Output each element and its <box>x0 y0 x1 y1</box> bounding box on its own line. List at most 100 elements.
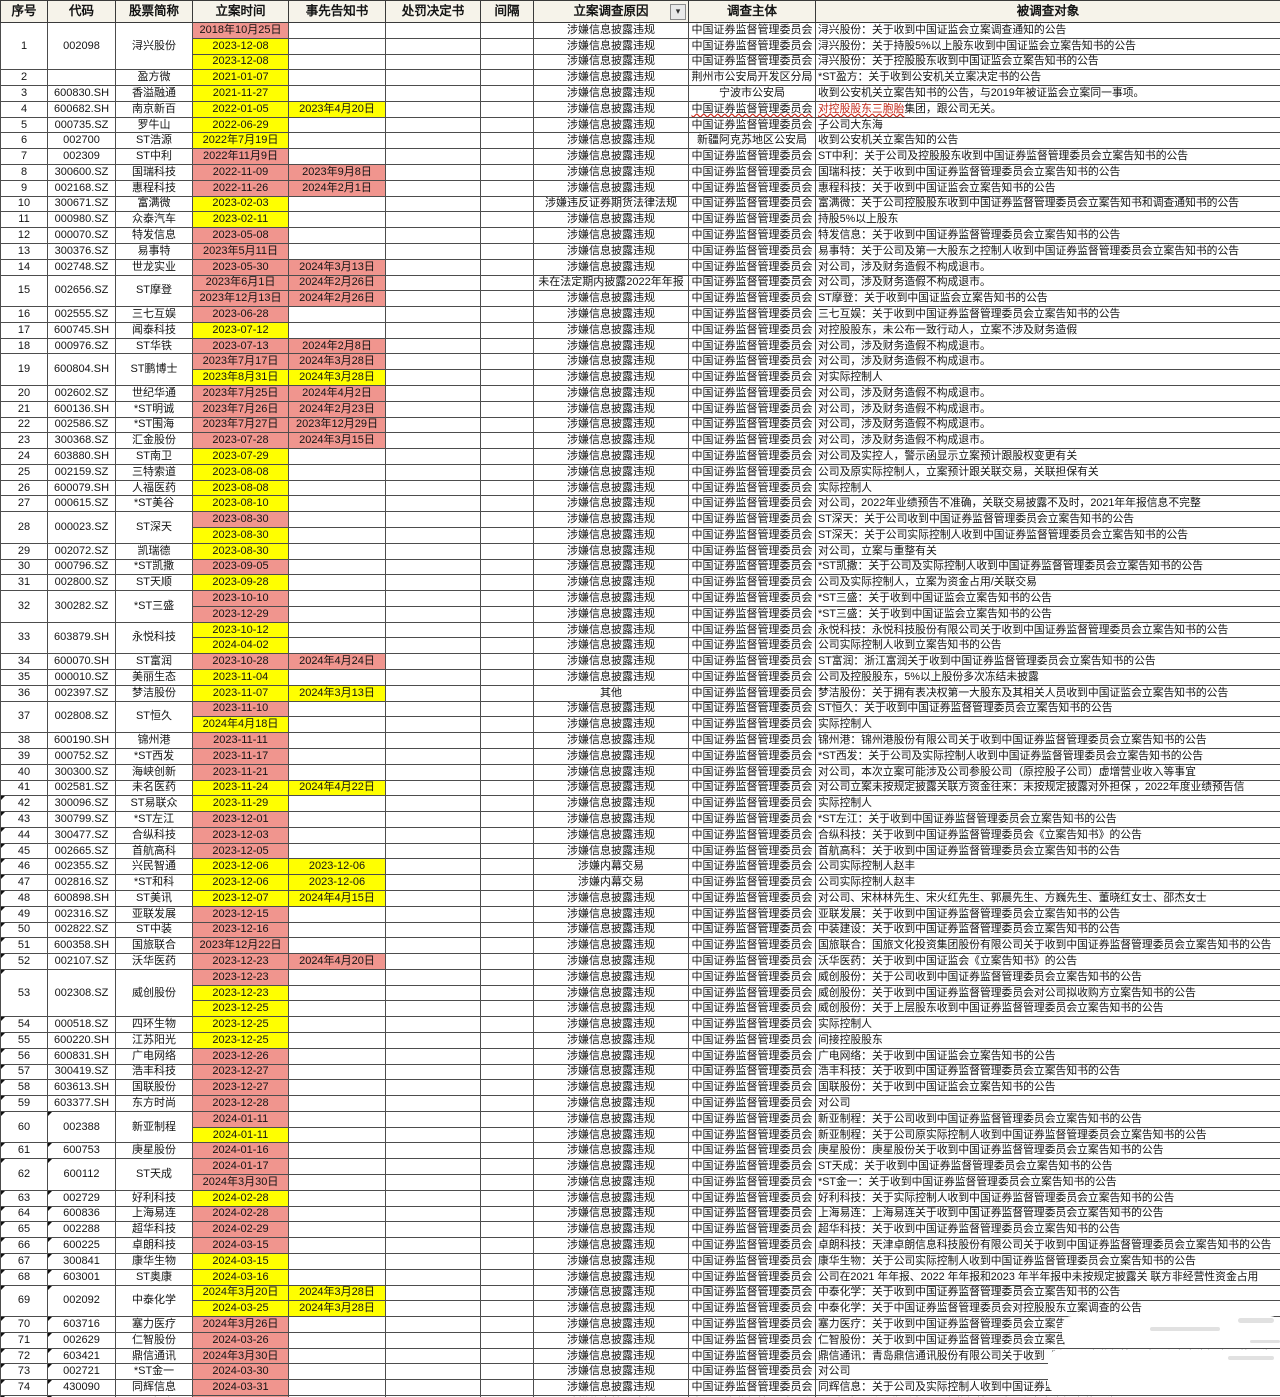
cell-investigated-subject[interactable]: 持股5%以上股东 <box>815 211 1280 229</box>
cell-investigation-reason[interactable]: 涉嫌信息披露违规 <box>533 921 689 939</box>
cell-interval[interactable] <box>480 337 534 355</box>
cell-investigation-reason[interactable]: 涉嫌信息披露违规 <box>533 1347 689 1365</box>
cell-interval[interactable] <box>480 369 534 386</box>
cell-penalty-decision[interactable] <box>385 1205 481 1223</box>
cell-row-number[interactable]: 18 <box>0 337 48 355</box>
cell-stock-code[interactable]: 600898.SH <box>47 889 116 907</box>
cell-row-number[interactable]: 40 <box>0 763 48 781</box>
cell-stock-name[interactable]: 罗牛山 <box>115 116 193 134</box>
cell-row-number[interactable]: 53 <box>0 968 48 1018</box>
cell-interval[interactable] <box>480 1063 534 1081</box>
cell-investigation-reason[interactable]: 涉嫌信息披露违规 <box>533 1252 689 1270</box>
cell-prior-notice-date[interactable] <box>288 621 386 639</box>
cell-interval[interactable] <box>480 448 534 465</box>
cell-investigating-agency[interactable]: 中国证券监督管理委员会 <box>688 306 816 323</box>
cell-penalty-decision[interactable] <box>385 306 481 323</box>
cell-investigated-subject[interactable]: 对公司，涉及财务造假不构成退市。 <box>815 384 1280 402</box>
cell-investigated-subject[interactable]: 子公司大东海 <box>815 116 1280 134</box>
cell-interval[interactable] <box>480 432 534 450</box>
cell-interval[interactable] <box>480 306 534 323</box>
cell-penalty-decision[interactable] <box>385 590 481 607</box>
cell-filing-date[interactable]: 2023-10-10 <box>192 590 289 607</box>
cell-row-number[interactable]: 23 <box>0 432 48 450</box>
cell-filing-date[interactable]: 2023-11-21 <box>192 763 289 781</box>
cell-prior-notice-date[interactable]: 2024年3月28日 <box>288 369 386 386</box>
cell-penalty-decision[interactable] <box>385 684 481 702</box>
cell-interval[interactable] <box>480 779 534 797</box>
cell-stock-code[interactable]: 002586.SZ <box>47 416 116 434</box>
cell-row-number[interactable]: 51 <box>0 937 48 955</box>
cell-prior-notice-date[interactable] <box>288 1174 386 1191</box>
cell-row-number[interactable]: 56 <box>0 1047 48 1065</box>
cell-investigated-subject[interactable]: 威创股份：关于收到中国证券监督管理委员会对公司拟收购方立案告知书的公告 <box>815 984 1280 1002</box>
cell-interval[interactable] <box>480 527 534 544</box>
cell-penalty-decision[interactable] <box>385 448 481 465</box>
cell-penalty-decision[interactable] <box>385 1126 481 1144</box>
cell-investigated-subject[interactable]: 对公司，涉及财务造假不构成退市。 <box>815 337 1280 355</box>
cell-filing-date[interactable]: 2023年6月1日 <box>192 274 289 292</box>
cell-stock-code[interactable]: 002581.SZ <box>47 779 116 797</box>
cell-interval[interactable] <box>480 227 534 244</box>
cell-investigated-subject[interactable]: 新亚制程：关于公司原实际控制人收到中国证券监督管理委员会立案告知书的公告 <box>815 1126 1280 1144</box>
cell-stock-name[interactable]: ST鹏博士 <box>115 353 193 386</box>
cell-stock-name[interactable]: 超华科技 <box>115 1221 193 1239</box>
cell-investigated-subject[interactable]: 易事特：关于公司及第一大股东之控制人收到中国证券监督管理委员会立案告知书的公告 <box>815 242 1280 260</box>
cell-interval[interactable] <box>480 1000 534 1018</box>
cell-stock-name[interactable]: 沃华医药 <box>115 953 193 970</box>
cell-stock-code[interactable]: 600831.SH <box>47 1047 116 1065</box>
cell-stock-code[interactable]: 603001 <box>47 1268 116 1286</box>
cell-stock-code[interactable]: 600190.SH <box>47 732 116 749</box>
cell-stock-code[interactable]: 300376.SZ <box>47 242 116 260</box>
cell-investigating-agency[interactable]: 中国证券监督管理委员会 <box>688 53 816 71</box>
cell-penalty-decision[interactable] <box>385 858 481 876</box>
cell-investigating-agency[interactable]: 中国证券监督管理委员会 <box>688 1221 816 1239</box>
cell-prior-notice-date[interactable] <box>288 542 386 560</box>
cell-prior-notice-date[interactable] <box>288 1347 386 1365</box>
cell-stock-code[interactable]: 603421 <box>47 1347 116 1365</box>
cell-stock-code[interactable]: 002808.SZ <box>47 700 116 734</box>
cell-prior-notice-date[interactable] <box>288 321 386 339</box>
cell-row-number[interactable]: 11 <box>0 211 48 229</box>
cell-penalty-decision[interactable] <box>385 716 481 734</box>
cell-investigation-reason[interactable]: 涉嫌信息披露违规 <box>533 558 689 576</box>
cell-investigation-reason[interactable]: 涉嫌信息披露违规 <box>533 937 689 955</box>
cell-stock-name[interactable]: ST中装 <box>115 921 193 939</box>
cell-stock-code[interactable]: 000070.SZ <box>47 227 116 244</box>
cell-interval[interactable] <box>480 1142 534 1160</box>
cell-investigation-reason[interactable]: 涉嫌信息披露违规 <box>533 605 689 623</box>
cell-penalty-decision[interactable] <box>385 337 481 355</box>
cell-prior-notice-date[interactable] <box>288 1158 386 1176</box>
cell-filing-date[interactable]: 2023年7月26日 <box>192 400 289 418</box>
cell-penalty-decision[interactable] <box>385 1047 481 1065</box>
cell-stock-name[interactable]: 鼎信通讯 <box>115 1347 193 1365</box>
cell-filing-date[interactable]: 2023-12-26 <box>192 1047 289 1065</box>
cell-row-number[interactable]: 29 <box>0 542 48 560</box>
cell-investigated-subject[interactable]: 国瑞科技：关于收到中国证券监督管理委员会立案告知书的公告 <box>815 164 1280 181</box>
cell-penalty-decision[interactable] <box>385 574 481 592</box>
cell-row-number[interactable]: 39 <box>0 747 48 765</box>
cell-row-number[interactable]: 62 <box>0 1158 48 1191</box>
cell-stock-name[interactable]: 世龙实业 <box>115 258 193 276</box>
cell-filing-date[interactable]: 2023年7月25日 <box>192 384 289 402</box>
cell-filing-date[interactable]: 2022-06-29 <box>192 116 289 134</box>
cell-row-number[interactable]: 14 <box>0 258 48 276</box>
column-header-prior-notice[interactable]: 事先告知书 <box>288 0 386 23</box>
cell-filing-date[interactable]: 2023-02-03 <box>192 195 289 213</box>
cell-stock-name[interactable]: 美丽生态 <box>115 669 193 686</box>
cell-filing-date[interactable]: 2023-09-28 <box>192 574 289 592</box>
cell-penalty-decision[interactable] <box>385 195 481 213</box>
cell-interval[interactable] <box>480 637 534 655</box>
cell-prior-notice-date[interactable] <box>288 1016 386 1033</box>
cell-investigated-subject[interactable]: 对公司 <box>815 1095 1280 1112</box>
cell-prior-notice-date[interactable] <box>288 1126 386 1144</box>
cell-investigated-subject[interactable]: 浔兴股份：关于收到中国证监会立案调查通知的公告 <box>815 22 1280 39</box>
cell-investigated-subject[interactable]: *ST三盛：关于收到中国证监会立案告知书的公告 <box>815 605 1280 623</box>
cell-stock-name[interactable]: 江苏阳光 <box>115 1032 193 1049</box>
cell-stock-name[interactable]: 浩丰科技 <box>115 1063 193 1081</box>
cell-investigated-subject[interactable]: 康华生物：关于公司实际控制人收到中国证券监督管理委员会立案告知书的公告 <box>815 1252 1280 1270</box>
cell-filing-date[interactable]: 2023-12-05 <box>192 842 289 860</box>
column-header-row-number[interactable]: 序号 <box>0 0 48 23</box>
cell-stock-code[interactable]: 002072.SZ <box>47 542 116 560</box>
cell-investigating-agency[interactable]: 中国证券监督管理委员会 <box>688 637 816 655</box>
cell-investigation-reason[interactable]: 涉嫌信息披露违规 <box>533 763 689 781</box>
